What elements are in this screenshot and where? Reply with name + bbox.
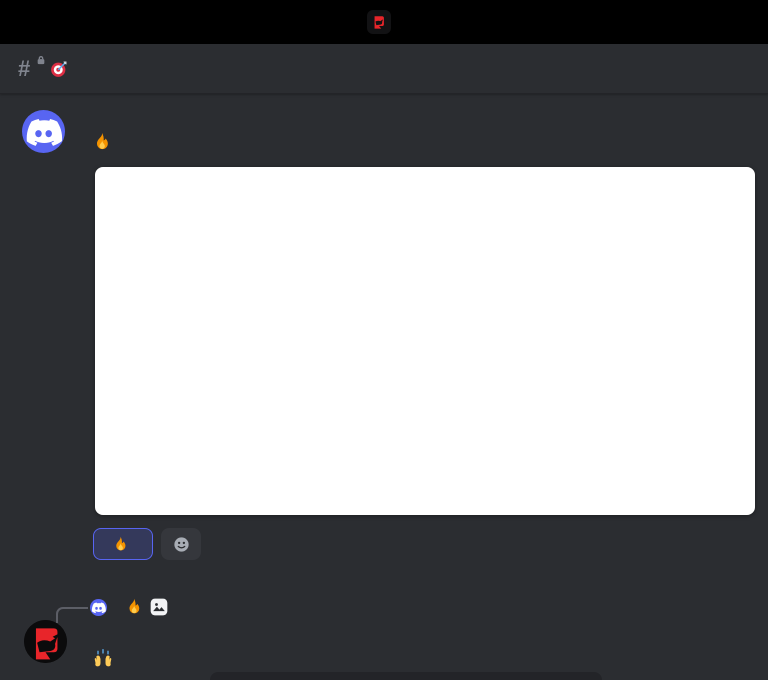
add-reaction-button[interactable]: [161, 528, 201, 560]
message-content: [88, 648, 113, 668]
reaction-fire[interactable]: [93, 528, 153, 560]
channel-header: #: [0, 44, 768, 94]
target-emoji: [51, 61, 67, 77]
raised-hands-emoji: [94, 649, 112, 667]
smiley-icon: [173, 536, 189, 552]
discord-logo-icon: [26, 118, 63, 146]
avatar[interactable]: [22, 110, 65, 153]
reply-spine: [56, 607, 88, 623]
fire-emoji: [97, 132, 108, 150]
hash-lock-icon: #: [18, 56, 45, 82]
discord-logo-icon: [91, 602, 106, 613]
message-content: [87, 132, 112, 152]
message-header: [87, 110, 95, 128]
banjarafx-app-icon: [367, 10, 391, 34]
banjarafx-logo-icon: [24, 620, 67, 663]
window-title-bar: [0, 0, 768, 44]
banjarafx-logo-icon: [374, 16, 384, 29]
fire-emoji: [115, 536, 125, 551]
fire-emoji: [129, 598, 140, 614]
image-attachment-icon: [150, 598, 168, 616]
next-attachment-stub[interactable]: [210, 672, 602, 680]
message-header: [88, 625, 96, 643]
avatar[interactable]: [24, 620, 67, 663]
reply-avatar: [90, 598, 107, 616]
chart-attachment-image[interactable]: [95, 167, 755, 515]
reply-preview[interactable]: [90, 596, 169, 618]
